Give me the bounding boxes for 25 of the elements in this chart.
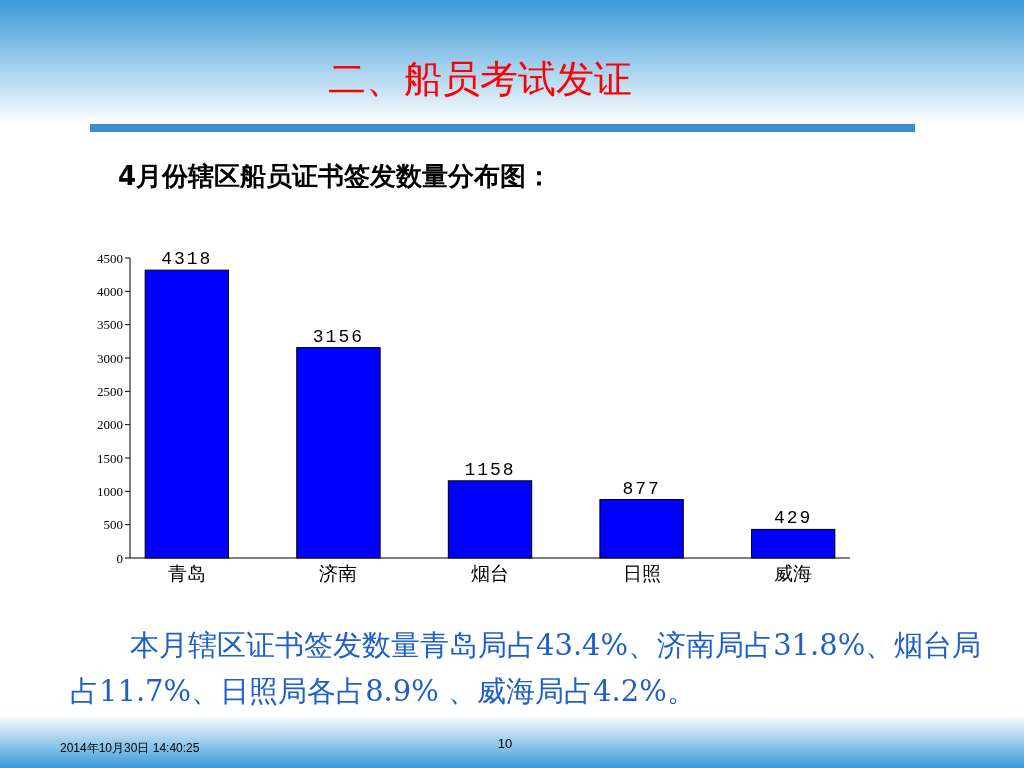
chart-subtitle: 4月份辖区船员证书签发数量分布图：: [118, 161, 553, 191]
x-tick-label: 日照: [622, 562, 661, 584]
chart-title: 二、船员考试发证: [328, 57, 632, 101]
data-label: 1158: [464, 459, 516, 480]
text: 2014年10月30日 14:40:25: [60, 741, 200, 755]
y-tick-label: 4000: [97, 283, 123, 299]
x-tick-label: 威海: [774, 562, 813, 584]
y-tick-label: 2000: [97, 417, 123, 433]
y-tick-label: 3000: [97, 350, 123, 366]
text: 10: [497, 736, 513, 751]
x-tick-label: 青岛: [167, 562, 206, 584]
y-tick-label: 1500: [97, 450, 123, 466]
y-tick-label: 1000: [97, 483, 123, 499]
data-label: 3156: [312, 326, 365, 347]
data-label: 877: [622, 478, 661, 499]
y-tick-label: 0: [116, 550, 123, 566]
y-tick-label: 4500: [97, 250, 123, 266]
data-label: 4318: [161, 249, 213, 270]
y-tick-label: 2500: [97, 383, 123, 399]
x-tick-label: 烟台: [471, 562, 509, 584]
y-tick-label: 3500: [97, 317, 123, 333]
data-label: 429: [773, 508, 813, 529]
y-tick-label: 500: [103, 517, 123, 533]
text: 本月辖区证书签发数量青岛局占43.4%、济南局占31.8%、烟台局占11.7%、日照局各占8.9% 、威海局占4.2%。: [70, 627, 983, 710]
x-tick-label: 济南: [319, 562, 358, 584]
